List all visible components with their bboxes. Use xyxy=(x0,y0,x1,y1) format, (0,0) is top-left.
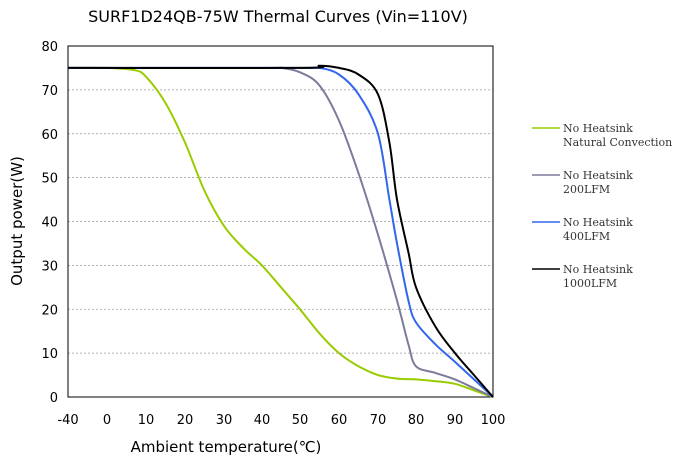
y-tick-label: 80 xyxy=(41,40,58,55)
legend-label: No Heatsink xyxy=(563,169,633,182)
x-tick-label: 20 xyxy=(177,413,194,428)
legend-label: No Heatsink xyxy=(563,263,633,276)
y-tick-label: 20 xyxy=(41,303,58,318)
series-line-3 xyxy=(67,64,494,398)
series-line-2 xyxy=(68,66,494,398)
chart-title: SURF1D24QB-75W Thermal Curves (Vin=110V) xyxy=(88,7,468,26)
y-tick-label: 40 xyxy=(41,216,58,231)
x-tick-label: 70 xyxy=(370,413,387,428)
series-lines xyxy=(67,64,494,398)
y-tick-label: 50 xyxy=(41,172,58,187)
series-line-0 xyxy=(67,66,494,398)
legend-label: No Heatsink xyxy=(563,122,633,135)
legend-label: 400LFM xyxy=(563,230,610,243)
x-tick-label: 0 xyxy=(103,413,111,428)
x-tick-label: 60 xyxy=(331,413,348,428)
y-tick-labels: 0 10 20 30 40 50 60 70 80 xyxy=(41,40,58,406)
x-tick-label: 100 xyxy=(481,413,506,428)
legend-label: No Heatsink xyxy=(563,216,633,229)
x-tick-label: -40 xyxy=(57,413,78,428)
x-tick-label: 30 xyxy=(216,413,233,428)
plot-frame xyxy=(67,45,494,398)
y-tick-label: 0 xyxy=(50,391,58,406)
y-tick-label: 60 xyxy=(41,128,58,143)
series-line-1 xyxy=(68,66,494,398)
x-axis-label: Ambient temperature(℃) xyxy=(131,438,322,456)
x-tick-label: 40 xyxy=(254,413,271,428)
x-tick-label: 80 xyxy=(408,413,425,428)
legend-label: Natural Convection xyxy=(563,136,672,149)
y-axis-label: Output power(W) xyxy=(8,156,26,286)
x-tick-label: 90 xyxy=(447,413,464,428)
x-tick-labels: -40 0 10 20 30 40 50 60 70 80 90 100 xyxy=(57,413,505,428)
y-tick-label: 70 xyxy=(41,84,58,99)
y-tick-label: 10 xyxy=(41,347,58,362)
x-tick-label: 10 xyxy=(138,413,155,428)
x-tick-label: 50 xyxy=(292,413,309,428)
grid-lines xyxy=(68,89,493,354)
legend-label: 200LFM xyxy=(563,183,610,196)
y-tick-label: 30 xyxy=(41,259,58,274)
legend-label: 1000LFM xyxy=(563,277,617,290)
